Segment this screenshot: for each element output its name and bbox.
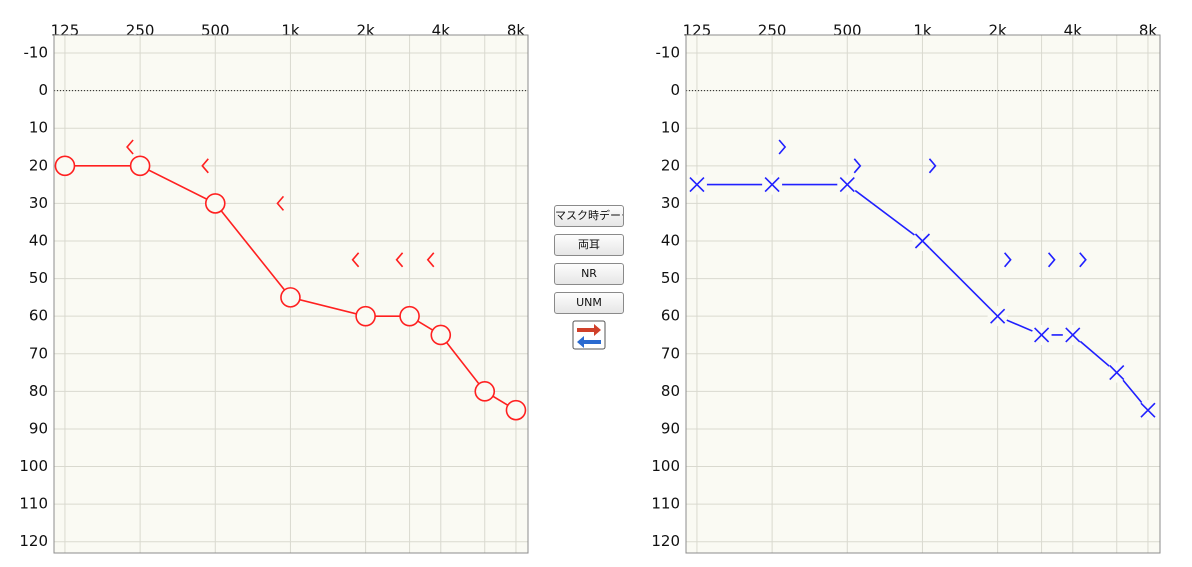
bone-marker (1079, 252, 1087, 268)
air-marker (505, 399, 527, 421)
y-tick-label: 0 (670, 81, 680, 99)
x-tick-label: 250 (126, 22, 155, 40)
x-tick-label: 1k (281, 22, 300, 40)
x-tick-label: 500 (833, 22, 862, 40)
air-marker (914, 233, 931, 249)
y-tick-label: 70 (661, 344, 680, 362)
bone-marker (426, 252, 435, 268)
bone-marker (395, 252, 404, 268)
air-marker (204, 193, 226, 214)
air-marker (54, 155, 76, 177)
plot-area (686, 35, 1160, 553)
button[interactable]: NR (554, 263, 624, 285)
y-tick-label: 70 (29, 344, 48, 362)
x-tick-label: 2k (356, 22, 375, 40)
bone-marker (853, 158, 862, 174)
button[interactable]: マスク時データ (554, 205, 624, 227)
x-tick-label: 4k (1064, 22, 1083, 40)
swap-icon[interactable] (572, 320, 606, 350)
y-tick-label: 120 (651, 532, 680, 550)
bone-marker (351, 252, 360, 268)
audiogram: -10 0 10 20 30 40 50 60 70 80 90 100 110 120 125 250 500… (19, 22, 529, 554)
y-tick-label: 0 (38, 81, 48, 99)
y-tick-label: -10 (656, 44, 681, 62)
x-tick-label: 2k (988, 22, 1007, 40)
bone-marker (1047, 252, 1056, 268)
air-marker (764, 177, 780, 193)
x-tick-label: 8k (507, 22, 526, 40)
y-tick-label: 110 (19, 495, 48, 513)
y-tick-label: 10 (29, 119, 48, 137)
y-tick-label: 40 (661, 231, 680, 249)
button[interactable]: 両耳 (554, 234, 624, 256)
bone-marker (126, 139, 134, 155)
bone-marker (276, 195, 285, 211)
y-tick-label: 120 (19, 532, 48, 550)
air-marker (280, 287, 301, 308)
audiogram: -10 0 10 20 30 40 50 60 70 80 90 100 110 120 125 250 500… (651, 22, 1161, 554)
x-tick-label: 125 (683, 22, 712, 40)
y-tick-label: 80 (29, 382, 48, 400)
bone-marker (928, 158, 937, 174)
air-marker (430, 324, 452, 346)
y-tick-label: 60 (661, 307, 680, 325)
y-tick-label: 90 (29, 419, 48, 437)
plot-border (53, 34, 529, 554)
air-marker (474, 381, 496, 402)
air-marker (399, 305, 420, 327)
y-tick-label: 40 (29, 231, 48, 249)
y-tick-label: 30 (661, 194, 680, 212)
y-tick-label: 50 (29, 269, 48, 287)
air-marker (1065, 327, 1081, 343)
y-tick-label: 10 (661, 119, 680, 137)
air-marker (1140, 402, 1156, 418)
y-tick-label: 20 (661, 156, 680, 174)
y-tick-label: 60 (29, 307, 48, 325)
y-tick-label: 20 (29, 156, 48, 174)
y-tick-label: 80 (661, 382, 680, 400)
plot-border (685, 34, 1161, 554)
x-tick-label: 1k (913, 22, 932, 40)
air-marker (839, 177, 855, 193)
y-tick-label: 90 (661, 419, 680, 437)
y-tick-label: 100 (19, 457, 48, 475)
y-tick-label: 30 (29, 194, 48, 212)
button[interactable]: UNM (554, 292, 624, 314)
air-marker (355, 305, 376, 327)
x-tick-label: 4k (432, 22, 451, 40)
x-tick-label: 125 (51, 22, 80, 40)
bone-marker (778, 139, 787, 155)
y-tick-label: -10 (24, 44, 49, 62)
y-tick-label: 110 (651, 495, 680, 513)
air-marker (129, 155, 151, 177)
air-marker (990, 308, 1006, 324)
y-tick-label: 100 (651, 457, 680, 475)
air-marker (1034, 327, 1050, 343)
air-marker (689, 177, 705, 193)
y-tick-label: 50 (661, 269, 680, 287)
bone-marker (201, 158, 209, 174)
x-tick-label: 250 (758, 22, 787, 40)
x-tick-label: 8k (1139, 22, 1158, 40)
x-tick-label: 500 (201, 22, 230, 40)
air-marker (1109, 364, 1125, 381)
bone-marker (1004, 252, 1012, 268)
